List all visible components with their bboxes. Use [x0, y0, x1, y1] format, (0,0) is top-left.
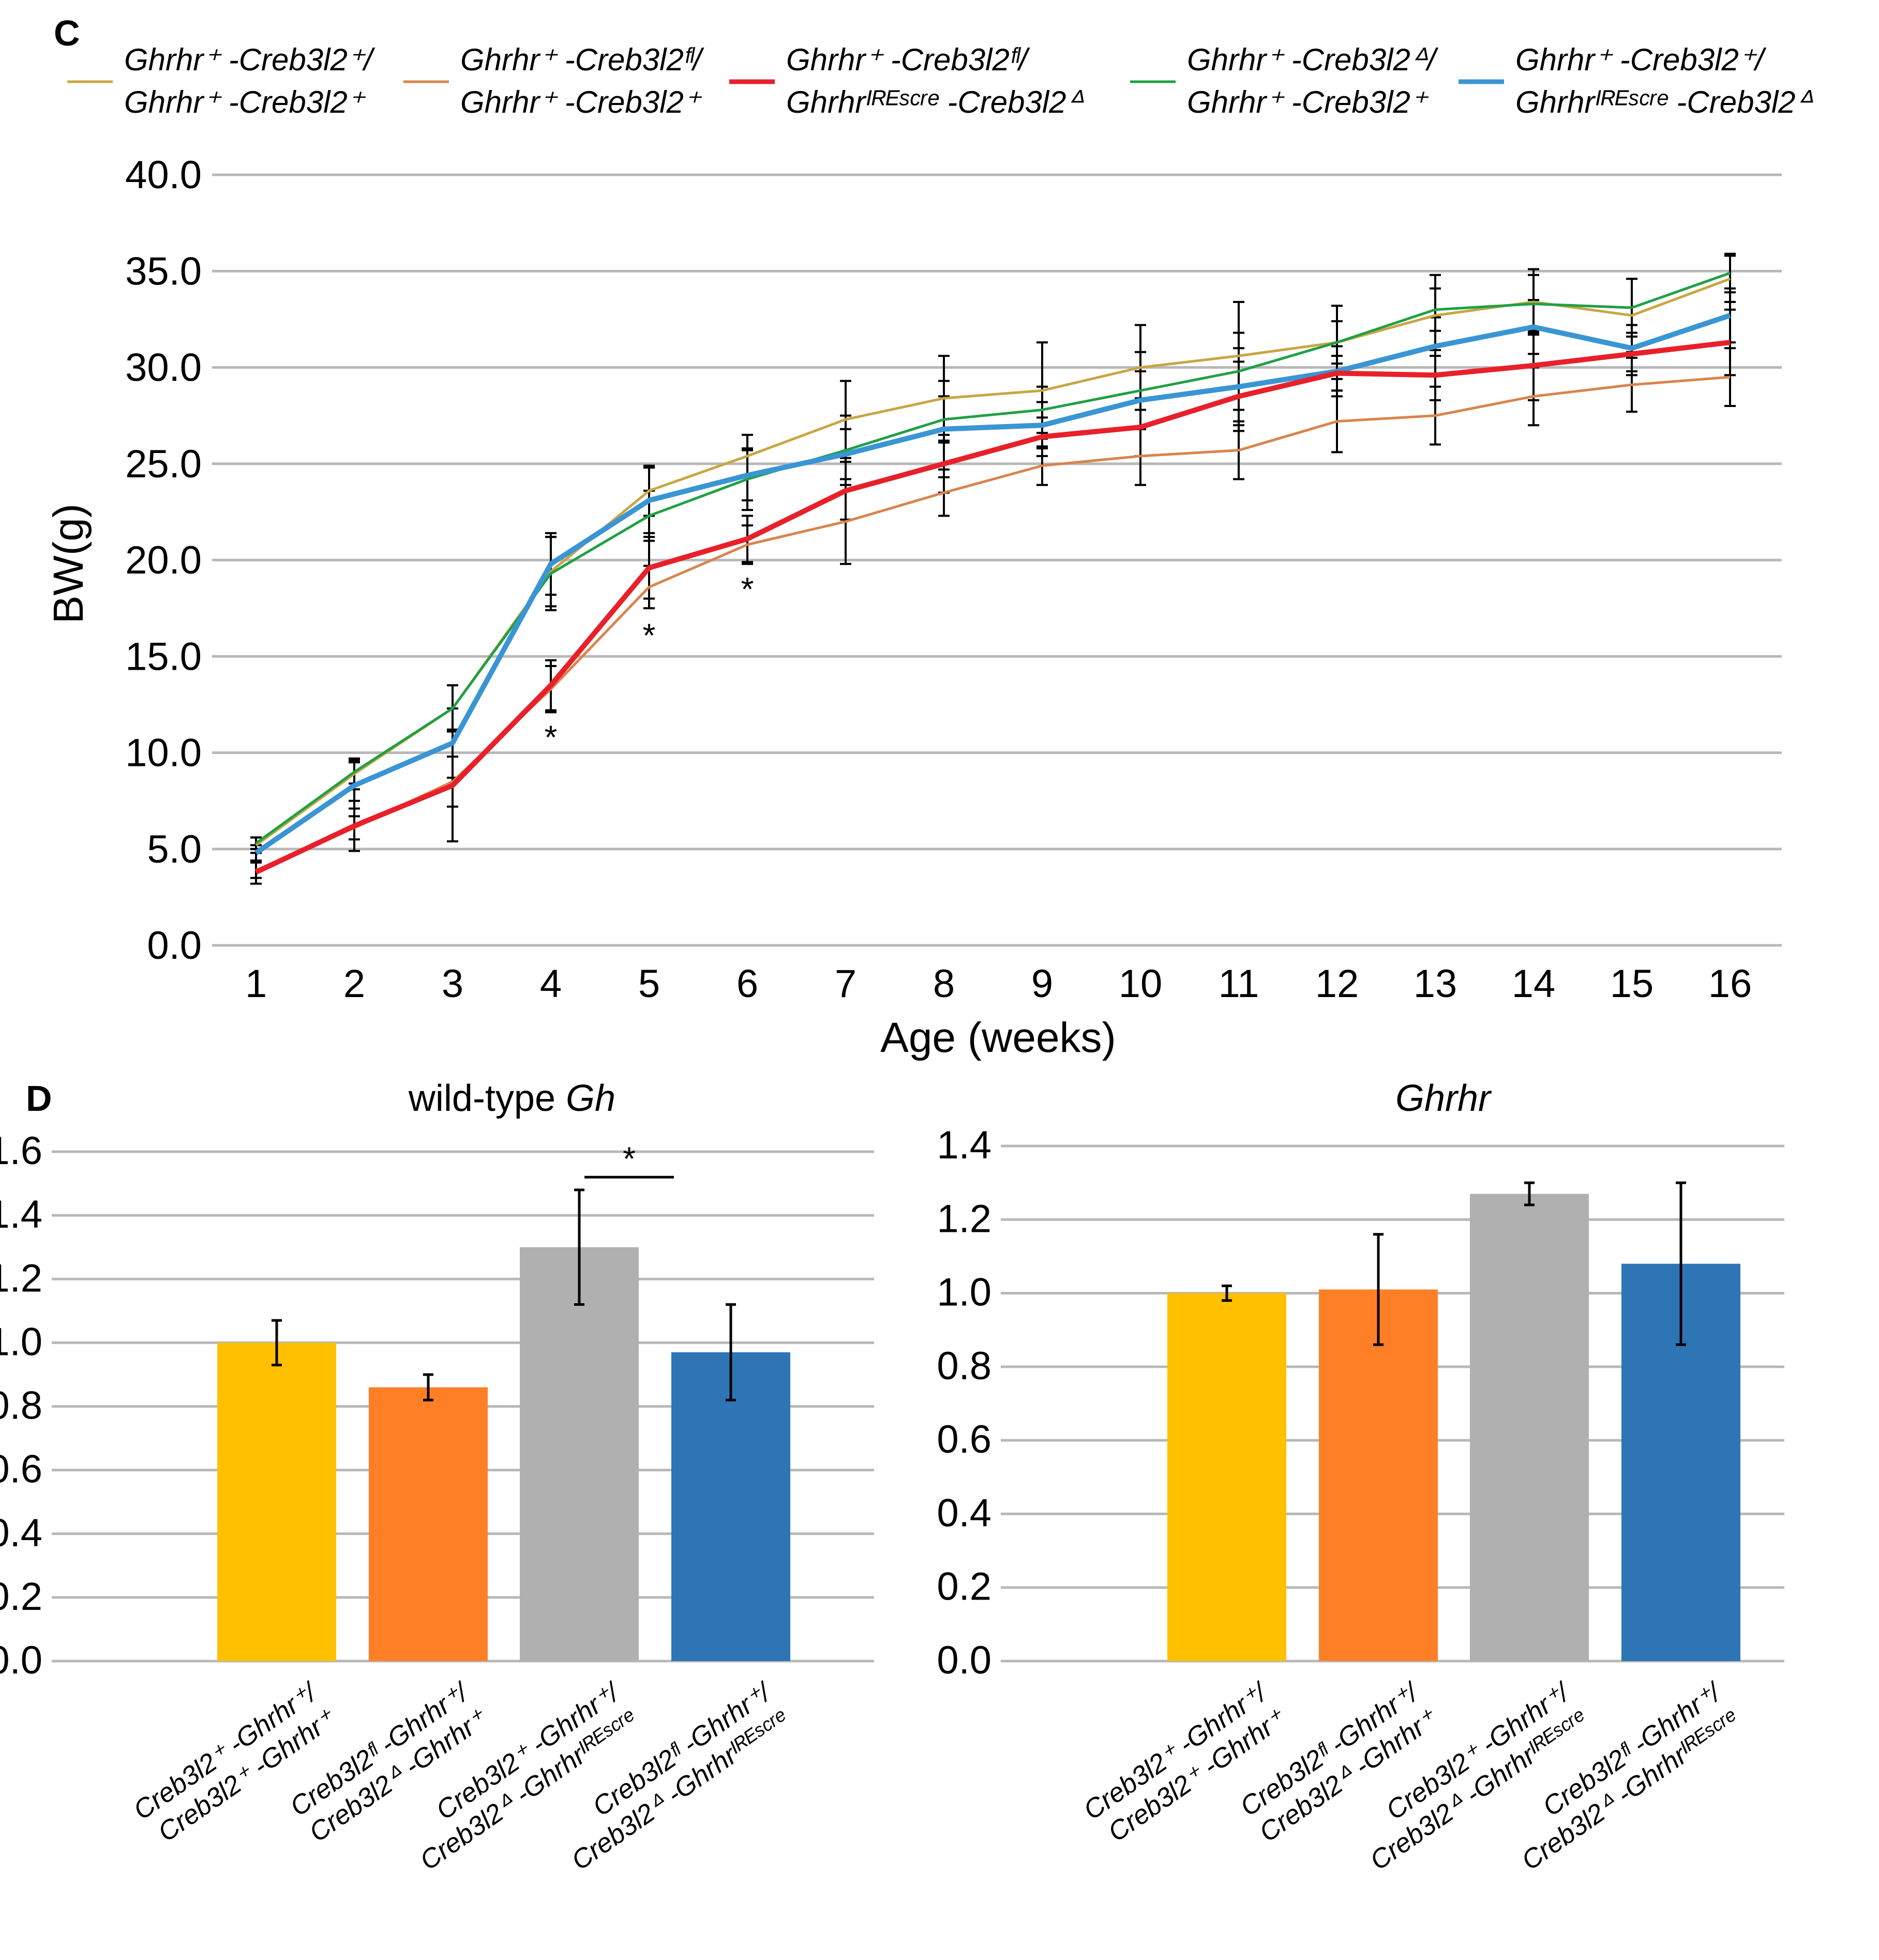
bar2-y-tick-label-0: 0.0: [937, 1638, 991, 1682]
y-tick-label-1: 5.0: [147, 827, 202, 871]
legend-label-4-line1: Ghrhr⁺ -Creb3l2ᐞ/: [1187, 42, 1438, 77]
series-line-3: [254, 340, 1731, 875]
bar2-error-bar-2: [1373, 1233, 1384, 1346]
bar2-error-bar-1: [1222, 1284, 1232, 1302]
bar-chart-title-ghrhr: Ghrhr: [1395, 1078, 1492, 1119]
x-tick-label-4: 5: [638, 962, 660, 1006]
x-tick-label-12: 13: [1414, 962, 1457, 1006]
bar2-y-tick-label-3: 0.6: [937, 1418, 991, 1461]
bar1-error-bar-2: [423, 1373, 433, 1401]
x-tick-label-15: 16: [1708, 962, 1752, 1006]
legend-label-5-line2: Ghrhrᴵᴿᴱˢᶜʳᵉ -Creb3l2ᐞ: [1515, 85, 1814, 119]
y-tick-label-7: 35.0: [125, 249, 202, 293]
x-tick-label-8: 9: [1031, 962, 1053, 1006]
bar2-bar-3: [1470, 1194, 1589, 1661]
y-tick-label-2: 10.0: [125, 731, 202, 775]
bar2-error-bar-3: [1524, 1181, 1535, 1207]
bar2-y-tick-label-1: 0.2: [937, 1565, 991, 1609]
x-tick-label-10: 11: [1219, 962, 1259, 1006]
legend-label-3-line1: Ghrhr⁺ -Creb3l2ᶠˡ/: [786, 42, 1030, 77]
bar1-significance-star: *: [623, 1140, 636, 1177]
bar1-y-tick-label-2: .0.4: [0, 1511, 42, 1555]
bar2-bar-1: [1167, 1293, 1286, 1661]
significance-star-2: *: [643, 616, 656, 654]
legend: Ghrhr⁺ -Creb3l2⁺/ Ghrhr⁺ -Creb3l2⁺ Ghrhr⁺ …: [67, 42, 1814, 119]
x-tick-label-13: 14: [1512, 962, 1556, 1006]
x-tick-label-0: 1: [245, 962, 267, 1006]
y-tick-label-4: 20.0: [125, 538, 202, 582]
legend-label-1-line1: Ghrhr⁺ -Creb3l2⁺/: [124, 42, 375, 77]
bar2-y-tick-label-6: 1.2: [937, 1197, 991, 1241]
bar1-y-tick-label-7: 1.4: [0, 1193, 42, 1237]
significance-star-3: *: [741, 570, 754, 608]
y-tick-label-3: 15.0: [125, 635, 202, 679]
bar2-y-tick-label-7: 1.4: [937, 1123, 991, 1167]
legend-label-2-line2: Ghrhr⁺ -Creb3l2⁺: [460, 85, 702, 119]
bar1-bar-1: [217, 1343, 336, 1661]
bar1-y-tick-label-1: .0.2: [0, 1575, 42, 1619]
legend-label-1-line2: Ghrhr⁺ -Creb3l2⁺: [124, 85, 366, 119]
bar1-error-bar-3: [574, 1188, 584, 1306]
x-axis-label: Age (weeks): [880, 1014, 1116, 1061]
panel-label-d: D: [26, 1078, 52, 1119]
y-tick-label-6: 30.0: [125, 346, 202, 390]
bar1-bar-2: [369, 1387, 488, 1661]
bar1-error-bar-4: [726, 1303, 736, 1401]
x-tick-label-5: 6: [736, 962, 758, 1006]
bar1-y-tick-label-6: 1.2: [0, 1256, 42, 1300]
y-axis-label: BW(g): [45, 504, 92, 624]
bar2-error-bar-4: [1676, 1181, 1686, 1346]
bar-chart-title-gh: wild-type Gh: [408, 1078, 615, 1119]
y-tick-label-0: 0.0: [147, 924, 202, 968]
bar1-y-tick-label-4: .0.8: [0, 1384, 42, 1428]
legend-label-5-line1: Ghrhr⁺ -Creb3l2⁺/: [1515, 42, 1766, 77]
x-tick-label-1: 2: [343, 962, 365, 1006]
panel-label-c: C: [54, 13, 80, 53]
bar2-y-tick-label-5: 1.0: [937, 1271, 991, 1315]
bar1-error-bar-1: [272, 1319, 282, 1366]
bar1-bar-4: [671, 1352, 790, 1661]
bar2-bar-2: [1319, 1289, 1438, 1661]
x-tick-label-11: 12: [1315, 962, 1359, 1006]
legend-label-3-line2: Ghrhrᴵᴿᴱˢᶜʳᵉ -Creb3l2ᐞ: [786, 85, 1085, 119]
significance-star-1: *: [545, 719, 558, 756]
x-tick-label-14: 15: [1610, 962, 1654, 1006]
x-tick-label-9: 10: [1119, 962, 1163, 1006]
x-tick-label-6: 7: [835, 962, 856, 1006]
bar2-y-tick-label-4: 0.8: [937, 1344, 991, 1388]
bar2-y-tick-label-2: 0.4: [937, 1491, 991, 1535]
bar1-y-tick-label-3: .0.6: [0, 1448, 42, 1491]
legend-label-4-line2: Ghrhr⁺ -Creb3l2⁺: [1187, 85, 1429, 119]
x-tick-label-2: 3: [442, 962, 463, 1006]
series-line-4: [255, 272, 1731, 845]
y-tick-label-8: 40.0: [125, 153, 202, 197]
bar1-y-tick-label-5: 1.0: [0, 1320, 42, 1364]
bar1-bar-3: [520, 1247, 639, 1661]
x-tick-label-3: 4: [540, 962, 562, 1006]
y-tick-label-5: 25.0: [125, 442, 202, 486]
line-chart-body-weight: BW(g) Age (weeks) 0.0 5.0 10.0 15.0 20.0 25.0…: [45, 153, 1782, 1061]
bar1-y-tick-label-8: 1.6: [0, 1129, 42, 1173]
bar1-y-tick-label-0: 0.0: [0, 1638, 42, 1682]
legend-label-2-line1: Ghrhr⁺ -Creb3l2ᶠˡ/: [460, 42, 704, 77]
x-tick-label-7: 8: [933, 962, 955, 1006]
series-line-5: [254, 313, 1731, 855]
